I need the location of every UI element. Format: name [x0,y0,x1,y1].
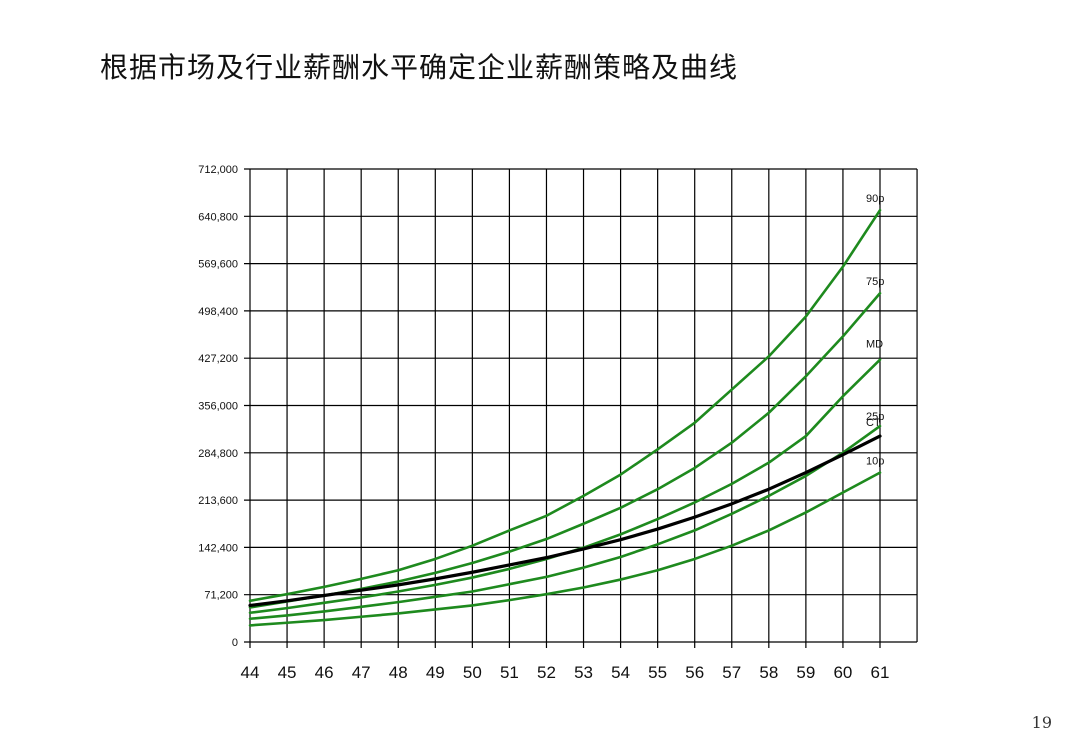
y-tick-label: 0 [232,637,238,649]
series-label-25p: 25p [866,411,884,423]
series-label-90p: 90p [866,193,884,205]
slide-title: 根据市场及行业薪酬水平确定企业薪酬策略及曲线 [100,51,739,84]
y-tick-label: 356,000 [198,401,238,413]
series-line-90p [248,208,882,603]
x-tick-label: 61 [871,663,890,682]
y-tick-label: 213,600 [198,495,238,507]
series-label-10p: 10p [866,456,884,468]
y-tick-label: 142,400 [198,542,238,554]
y-tick-label: 427,200 [198,353,238,365]
x-tick-label: 44 [241,663,260,682]
x-tick-label: 50 [463,663,482,682]
y-tick-label: 569,600 [198,259,238,271]
series-labels: 90p 75p MD 25p 10p CT [866,193,884,467]
x-tick-label: 45 [278,663,297,682]
x-tick-label: 56 [685,663,704,682]
series-line-ct [248,434,882,608]
series-label-md: MD [866,339,883,351]
x-tick-label: 54 [611,663,630,682]
y-tick-label: 640,800 [198,211,238,223]
x-tick-label: 47 [352,663,371,682]
x-tick-label: 58 [759,663,778,682]
x-tick-label: 51 [500,663,519,682]
x-tick-label: 53 [574,663,593,682]
x-tick-label: 49 [426,663,445,682]
series-label-ct: CT [866,417,881,429]
series-line-10p [248,471,882,627]
y-tick-label: 498,400 [198,306,238,318]
x-tick-label: 55 [648,663,667,682]
x-tick-labels: 44 45 46 47 48 49 50 51 52 53 54 55 56 57 58 59 60 61 [241,663,890,682]
y-tick-label: 284,800 [198,448,238,460]
series-label-75p: 75p [866,276,884,288]
series-lines [248,208,882,627]
series-line-25p [248,424,882,621]
x-tick-label: 57 [722,663,741,682]
x-tick-label: 48 [389,663,408,682]
x-tick-label: 60 [833,663,852,682]
y-tick-label: 71,200 [204,590,238,602]
x-tick-label: 59 [796,663,815,682]
y-tick-label: 712,000 [198,164,238,176]
page-number: 19 [1031,713,1052,732]
y-tick-labels: 0 71,200 142,400 213,600 284,800 356,000 427,2… [198,164,238,649]
x-tick-label: 46 [315,663,334,682]
grid-lines [244,168,918,648]
x-tick-label: 52 [537,663,556,682]
